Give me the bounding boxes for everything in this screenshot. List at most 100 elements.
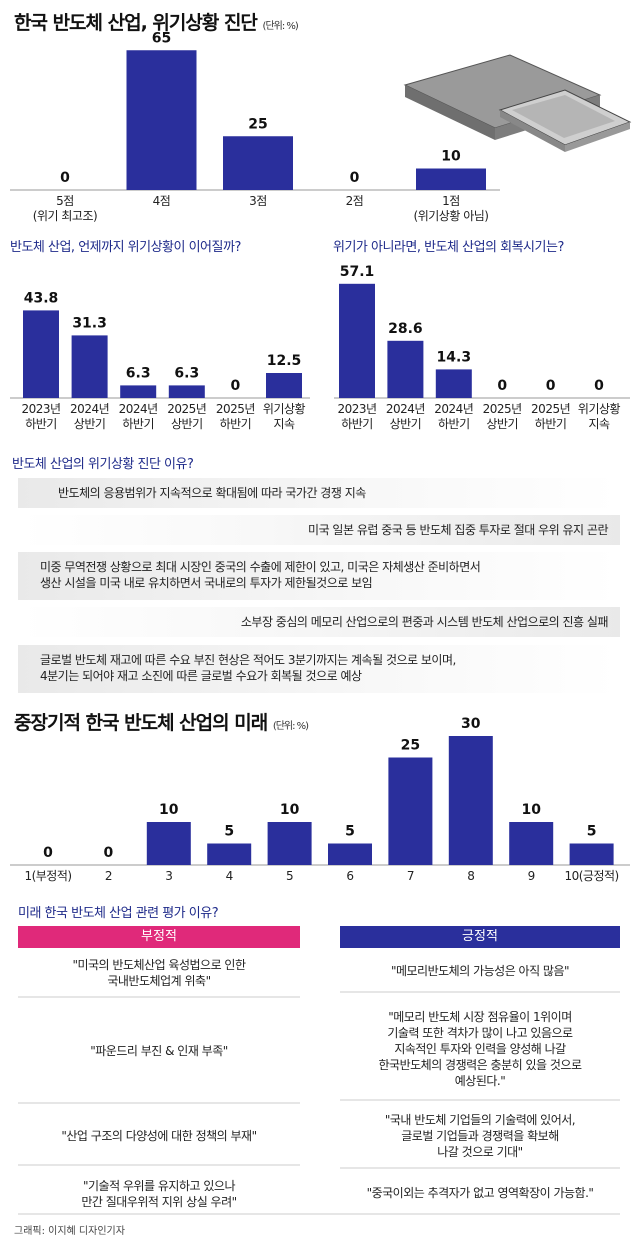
value-label: 10: [521, 802, 541, 818]
x-tick-label: 2024년 하반기: [434, 402, 474, 431]
x-tick-label: 2025년 하반기: [531, 402, 571, 431]
value-label: 31.3: [72, 315, 107, 331]
value-label: 25: [401, 738, 420, 754]
value-label: 0: [104, 845, 114, 861]
bar: [388, 757, 433, 865]
x-tick-label: 위기상황 지속: [577, 402, 621, 431]
x-tick-label: 6: [346, 869, 354, 883]
value-label: 57.1: [340, 264, 375, 280]
value-label: 10: [280, 802, 300, 818]
value-label: 14.3: [437, 349, 472, 365]
bar: [435, 369, 472, 398]
bar: [207, 843, 252, 865]
value-label: 6.3: [126, 365, 151, 381]
negative-reason: "기술적 우위를 유지하고 있으나 만간 질대우위적 지위 상실 우려": [81, 1179, 237, 1209]
title-1: 한국 반도체 산업, 위기상황 진단 (단위: %): [14, 8, 299, 35]
value-label: 0: [350, 170, 360, 186]
negative-reason: "미국의 반도체산업 육성법으로 인한 국내반도체업계 위축": [72, 958, 246, 988]
reason-bubble: 반도체의 응용범위가 지속적으로 확대됨에 따라 국가간 경쟁 지속: [18, 478, 618, 508]
x-tick-label: 7: [406, 869, 415, 883]
bar: [569, 843, 614, 865]
x-tick-label: 2024년 상반기: [70, 402, 110, 431]
bar: [509, 822, 554, 865]
x-tick-label: 10(긍정적): [564, 869, 619, 883]
x-tick-label: 5점 (위기 최고조): [32, 194, 98, 223]
value-label: 10: [441, 149, 461, 165]
x-tick-label: 2024년 하반기: [118, 402, 159, 431]
bar: [71, 335, 108, 398]
value-label: 30: [461, 716, 481, 732]
chart-title: 위기가 아니라면, 반도체 산업의 회복시기는?: [333, 240, 564, 255]
x-tick-label: 1(부정적): [24, 869, 72, 883]
x-tick-label: 4점: [152, 194, 171, 208]
x-tick-label: 2024년 상반기: [385, 402, 426, 431]
x-tick-label: 2점: [345, 194, 364, 208]
x-tick-label: 2025년 하반기: [215, 402, 256, 431]
value-label: 5: [345, 824, 355, 840]
bar: [168, 385, 205, 398]
chart-title: 반도체 산업, 언제까지 위기상황이 이어질까?: [10, 240, 241, 255]
value-label: 0: [546, 378, 556, 394]
positive-reason: "메모리반도체의 가능성은 아직 많음": [390, 964, 570, 978]
value-label: 0: [43, 845, 53, 861]
negative-reason: "파운드리 부진 & 인재 부족": [90, 1044, 228, 1058]
bar: [387, 340, 424, 398]
title-4: 중장기적 한국 반도체 산업의 미래 (단위: %): [14, 708, 309, 735]
value-label: 28.6: [388, 321, 423, 337]
bar: [448, 736, 493, 865]
value-label: 10: [159, 802, 179, 818]
value-label: 0: [497, 378, 507, 394]
chart-title: 중장기적 한국 반도체 산업의 미래: [14, 712, 268, 734]
x-tick-label: 3: [165, 869, 173, 883]
bar: [223, 136, 293, 190]
x-tick-label: 4: [225, 869, 234, 883]
reason-bubble: 미중 무역전쟁 상황으로 최대 시장인 중국의 수출에 제한이 있고, 미국은 …: [18, 552, 618, 600]
value-label: 0: [594, 378, 604, 394]
x-tick-label: 2023년 하반기: [21, 402, 61, 431]
x-tick-label: 2: [104, 869, 113, 883]
reason-bubble: 미국 일본 유럽 중국 등 반도체 집중 투자로 절대 우위 유지 곤란: [20, 515, 620, 545]
chart-title: 한국 반도체 산업, 위기상황 진단: [14, 12, 258, 34]
positive-reason: "국내 반도체 기업들의 기술력에 있어서, 글로벌 기업들과 경쟁력을 확보해…: [384, 1113, 576, 1159]
value-label: 5: [224, 824, 234, 840]
chip-illustration: [403, 54, 632, 152]
bar: [267, 822, 312, 865]
x-tick-label: 3점: [249, 194, 267, 208]
value-label: 0: [60, 170, 70, 186]
value-label: 65: [152, 30, 171, 46]
positive-reason: "중국이외는 추격자가 없고 영역확장이 가능함.": [366, 1186, 594, 1200]
x-tick-label: 9: [527, 869, 536, 883]
x-tick-label: 5: [286, 869, 294, 883]
unit: (단위: %): [262, 21, 299, 32]
value-label: 12.5: [267, 353, 302, 369]
bar: [266, 373, 302, 398]
section-title: 반도체 산업의 위기상황 진단 이유?: [12, 457, 194, 472]
x-tick-label: 1점 (위기상황 아님): [413, 194, 489, 223]
x-tick-label: 위기상황 지속: [262, 402, 306, 431]
negative-reason: "산업 구조의 다양성에 대한 정책의 부재": [61, 1129, 257, 1143]
value-label: 43.8: [24, 290, 59, 306]
bar: [126, 50, 197, 190]
bar: [339, 283, 375, 398]
bar: [416, 168, 486, 190]
reason-bubble: 소부장 중심의 메모리 산업으로의 편중과 시스템 반도체 산업으로의 진흥 실…: [20, 607, 620, 637]
value-label: 5: [587, 824, 597, 840]
positive-reason: "메모리 반도체 시장 점유율이 1위이며 기술력 또한 격차가 많이 나고 있…: [378, 1010, 582, 1088]
x-tick-label: 8: [467, 869, 475, 883]
value-label: 0: [231, 378, 241, 394]
value-label: 25: [248, 116, 267, 132]
unit: (단위: %): [272, 721, 309, 732]
value-label: 6.3: [174, 365, 199, 381]
bar: [120, 385, 157, 398]
x-tick-label: 2023년 하반기: [337, 402, 377, 431]
negative-header: 부정적: [18, 926, 300, 948]
bar: [146, 822, 191, 865]
section-title: 미래 한국 반도체 산업 관련 평가 이유?: [18, 906, 219, 921]
reason-bubble: 글로벌 반도체 재고에 따른 수요 부진 현상은 적어도 3분기까지는 계속될 …: [18, 645, 618, 693]
bar: [23, 310, 59, 398]
positive-header: 긍정적: [340, 926, 620, 948]
x-tick-label: 2025년 상반기: [482, 402, 523, 431]
bar: [328, 843, 372, 865]
